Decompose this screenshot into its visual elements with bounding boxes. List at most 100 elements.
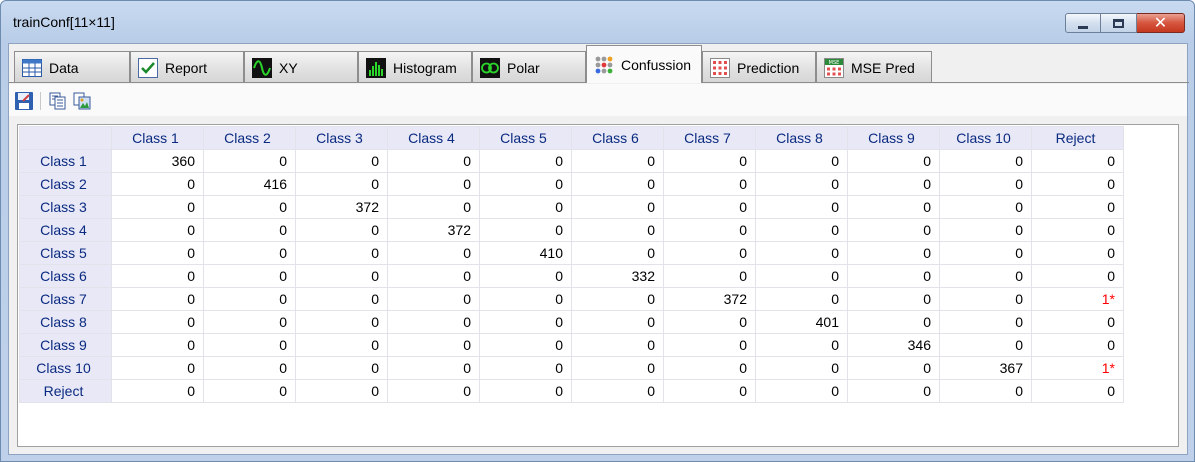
table-cell[interactable]: 0	[203, 149, 296, 173]
table-cell[interactable]: 0	[387, 264, 480, 288]
table-cell[interactable]: 0	[1031, 172, 1124, 196]
table-cell[interactable]: 0	[571, 149, 664, 173]
confusion-grid[interactable]: Class 1 Class 2 Class 3 Class 4 Class 5 …	[17, 124, 1179, 447]
row-header[interactable]: Class 2	[19, 172, 112, 196]
table-cell[interactable]: 0	[479, 333, 572, 357]
table-cell[interactable]: 0	[111, 333, 204, 357]
table-cell[interactable]: 0	[387, 356, 480, 380]
table-cell[interactable]: 401	[755, 310, 848, 334]
table-cell[interactable]: 0	[939, 149, 1032, 173]
table-cell[interactable]: 0	[203, 356, 296, 380]
table-cell[interactable]: 0	[479, 310, 572, 334]
table-cell[interactable]: 0	[111, 218, 204, 242]
table-cell[interactable]: 0	[1031, 333, 1124, 357]
table-cell[interactable]: 0	[479, 172, 572, 196]
table-cell[interactable]: 0	[847, 241, 940, 265]
table-cell[interactable]: 0	[203, 195, 296, 219]
table-cell[interactable]: 0	[1031, 218, 1124, 242]
column-header[interactable]: Class 8	[755, 126, 848, 150]
table-cell[interactable]: 0	[479, 379, 572, 403]
table-cell[interactable]: 0	[571, 241, 664, 265]
table-cell[interactable]: 367	[939, 356, 1032, 380]
column-header[interactable]: Class 9	[847, 126, 940, 150]
table-cell[interactable]: 0	[387, 195, 480, 219]
export-image-button[interactable]	[71, 90, 93, 112]
tab-histogram[interactable]: Histogram	[358, 51, 472, 83]
row-header[interactable]: Class 7	[19, 287, 112, 311]
table-cell[interactable]: 0	[111, 264, 204, 288]
table-cell[interactable]: 0	[479, 356, 572, 380]
table-cell[interactable]: 0	[111, 241, 204, 265]
column-header[interactable]: Class 5	[479, 126, 572, 150]
tab-mse-pred[interactable]: MSE MSE Pred	[816, 51, 932, 83]
table-cell[interactable]: 0	[479, 195, 572, 219]
table-cell[interactable]: 0	[663, 310, 756, 334]
table-cell[interactable]: 0	[203, 310, 296, 334]
table-cell[interactable]: 0	[755, 241, 848, 265]
column-header[interactable]: Class 1	[111, 126, 204, 150]
tab-polar[interactable]: Polar	[472, 51, 586, 83]
table-cell[interactable]: 0	[479, 218, 572, 242]
table-cell[interactable]: 0	[479, 287, 572, 311]
table-cell[interactable]: 0	[663, 379, 756, 403]
table-cell[interactable]: 0	[847, 149, 940, 173]
table-cell[interactable]: 0	[387, 333, 480, 357]
column-header[interactable]: Class 2	[203, 126, 296, 150]
table-cell[interactable]: 0	[111, 310, 204, 334]
table-cell[interactable]: 0	[387, 379, 480, 403]
table-cell[interactable]: 0	[203, 241, 296, 265]
table-cell[interactable]: 0	[939, 172, 1032, 196]
table-cell[interactable]: 0	[939, 333, 1032, 357]
table-cell[interactable]: 0	[755, 356, 848, 380]
table-cell[interactable]: 0	[755, 218, 848, 242]
table-cell[interactable]: 0	[571, 356, 664, 380]
table-cell[interactable]: 1*	[1031, 287, 1124, 311]
maximize-button[interactable]	[1101, 13, 1137, 33]
table-cell[interactable]: 0	[1031, 379, 1124, 403]
table-cell[interactable]: 372	[387, 218, 480, 242]
table-cell[interactable]: 0	[1031, 149, 1124, 173]
column-header[interactable]: Class 3	[295, 126, 388, 150]
close-button[interactable]: ✕	[1137, 13, 1185, 33]
table-cell[interactable]: 416	[203, 172, 296, 196]
table-cell[interactable]: 0	[847, 264, 940, 288]
table-cell[interactable]: 0	[939, 310, 1032, 334]
column-header[interactable]: Class 7	[663, 126, 756, 150]
column-header[interactable]: Class 6	[571, 126, 664, 150]
table-cell[interactable]: 0	[755, 379, 848, 403]
table-cell[interactable]: 1*	[1031, 356, 1124, 380]
table-cell[interactable]: 0	[663, 241, 756, 265]
table-cell[interactable]: 0	[755, 172, 848, 196]
table-cell[interactable]: 0	[295, 287, 388, 311]
tab-confussion[interactable]: Confussion	[586, 45, 702, 83]
table-cell[interactable]: 332	[571, 264, 664, 288]
table-cell[interactable]: 0	[755, 287, 848, 311]
row-header[interactable]: Class 8	[19, 310, 112, 334]
save-button[interactable]	[13, 90, 35, 112]
table-cell[interactable]: 0	[939, 218, 1032, 242]
table-cell[interactable]: 0	[571, 310, 664, 334]
table-cell[interactable]: 0	[111, 287, 204, 311]
table-cell[interactable]: 0	[847, 195, 940, 219]
copy-button[interactable]	[47, 90, 69, 112]
table-cell[interactable]: 0	[111, 379, 204, 403]
column-header[interactable]: Class 4	[387, 126, 480, 150]
table-cell[interactable]: 0	[663, 172, 756, 196]
table-cell[interactable]: 0	[295, 149, 388, 173]
table-cell[interactable]: 0	[571, 287, 664, 311]
minimize-button[interactable]	[1065, 13, 1101, 33]
table-cell[interactable]: 0	[203, 333, 296, 357]
table-cell[interactable]: 372	[295, 195, 388, 219]
table-cell[interactable]: 0	[1031, 264, 1124, 288]
table-cell[interactable]: 0	[847, 172, 940, 196]
table-cell[interactable]: 0	[387, 241, 480, 265]
table-cell[interactable]: 0	[847, 218, 940, 242]
table-cell[interactable]: 0	[755, 195, 848, 219]
column-header[interactable]: Class 10	[939, 126, 1032, 150]
table-cell[interactable]: 0	[1031, 310, 1124, 334]
row-header[interactable]: Class 10	[19, 356, 112, 380]
table-cell[interactable]: 346	[847, 333, 940, 357]
table-cell[interactable]: 0	[847, 310, 940, 334]
table-cell[interactable]: 372	[663, 287, 756, 311]
row-header[interactable]: Class 5	[19, 241, 112, 265]
